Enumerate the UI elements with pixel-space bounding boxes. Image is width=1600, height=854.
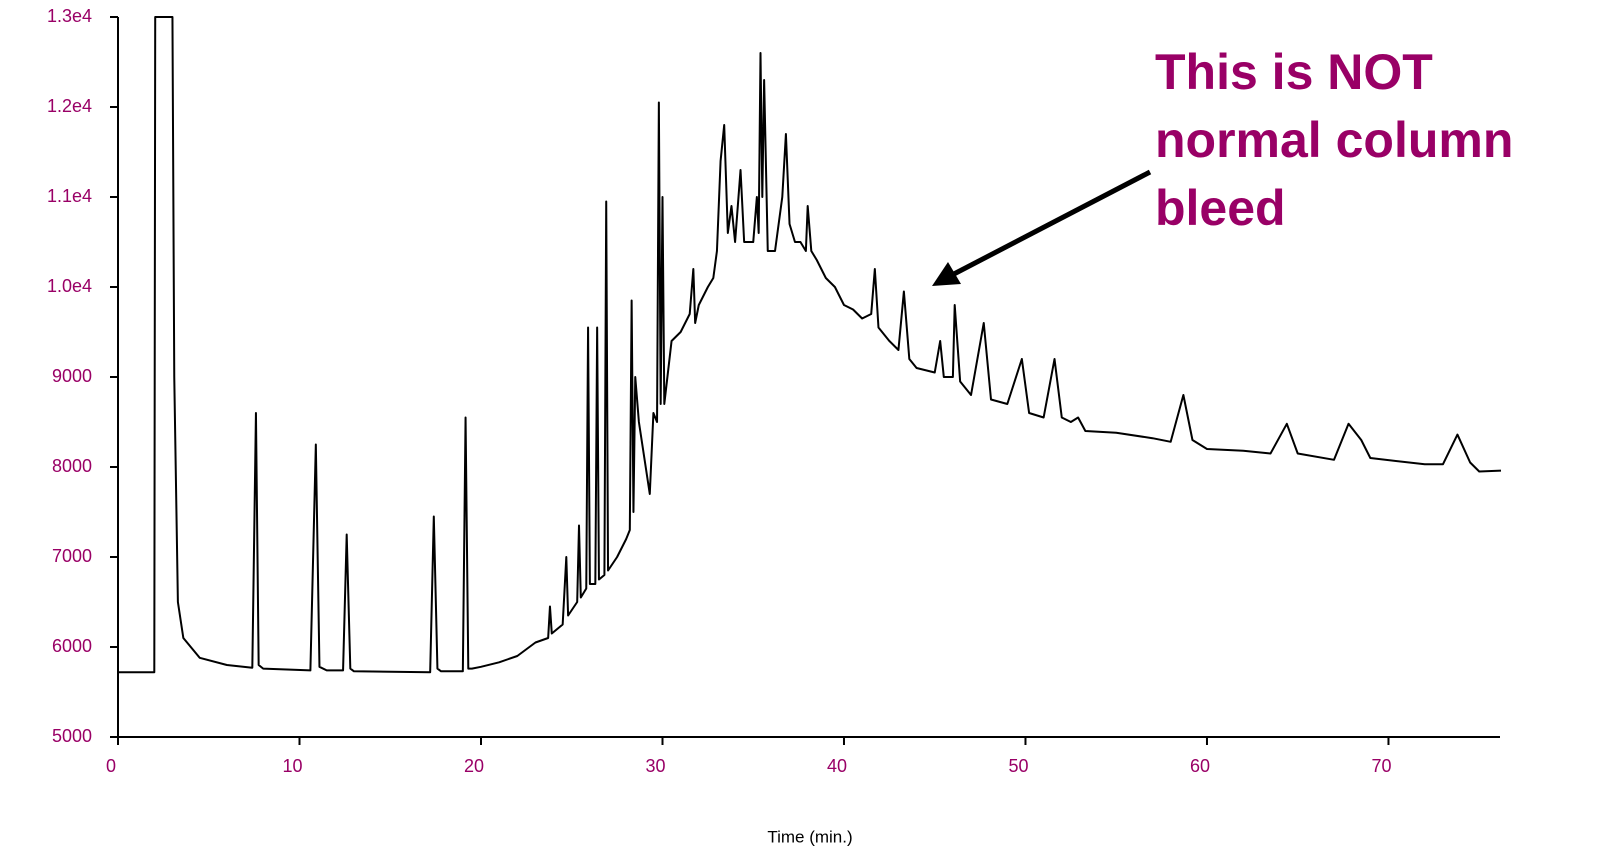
x-tick-label: 50 [1008, 756, 1028, 776]
x-tick-label: 20 [464, 756, 484, 776]
y-tick-label: 1.2e4 [47, 96, 92, 116]
y-tick-label: 1.3e4 [47, 6, 92, 26]
y-tick-label: 1.0e4 [47, 276, 92, 296]
annotation: normal column [1155, 112, 1513, 168]
y-tick-label: 6000 [52, 636, 92, 656]
y-tick-label: 5000 [52, 726, 92, 746]
x-tick-label: 10 [282, 756, 302, 776]
x-tick-label: 0 [106, 756, 116, 776]
x-tick-label: 60 [1190, 756, 1210, 776]
x-axis-label: Time (min.) [767, 827, 852, 846]
annotation: bleed [1155, 180, 1286, 236]
x-tick-label: 70 [1371, 756, 1391, 776]
arrow [932, 169, 1152, 286]
trace [118, 16, 1502, 674]
x-tick-label: 40 [827, 756, 847, 776]
y-tick-label: 8000 [52, 456, 92, 476]
y-tick-label: 1.1e4 [47, 186, 92, 206]
y-tick-label: 7000 [52, 546, 92, 566]
y-tick-label: 9000 [52, 366, 92, 386]
annotation: This is NOT [1155, 44, 1433, 100]
x-tick-label: 30 [645, 756, 665, 776]
